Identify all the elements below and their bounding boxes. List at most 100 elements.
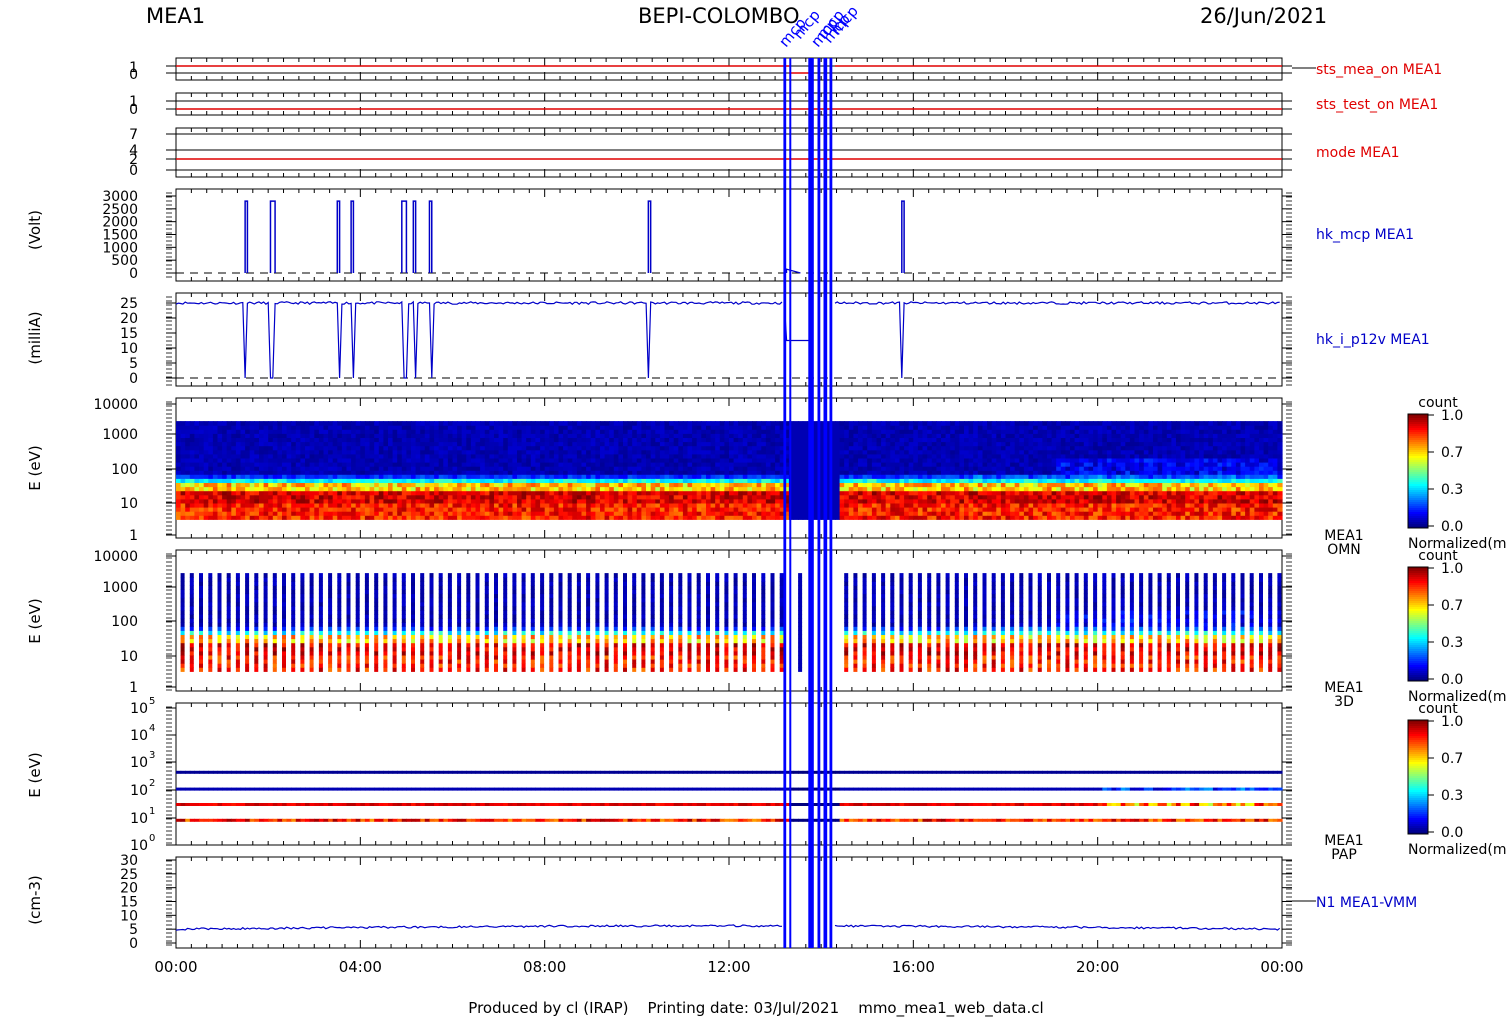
omn-cell bbox=[277, 486, 283, 492]
omn-cell bbox=[641, 503, 647, 508]
omn-cell bbox=[673, 498, 679, 504]
omn-cell bbox=[779, 474, 785, 479]
omn-cell bbox=[811, 458, 818, 463]
omn-cell bbox=[687, 462, 693, 467]
omn-cell bbox=[747, 453, 753, 459]
omn-cell bbox=[678, 437, 684, 443]
omn-cell bbox=[503, 421, 509, 426]
omn-cell bbox=[176, 421, 182, 426]
omn-cell bbox=[268, 458, 274, 463]
omn-cell bbox=[835, 445, 841, 451]
omn-cell bbox=[291, 458, 297, 463]
omn-cell bbox=[572, 433, 578, 438]
omn-cell bbox=[521, 490, 527, 496]
omn-cell bbox=[576, 462, 583, 467]
omn-cell bbox=[558, 503, 564, 508]
omn-cell bbox=[176, 474, 182, 479]
omn-cell bbox=[194, 470, 200, 475]
omn-cell bbox=[540, 462, 546, 467]
omn-cell bbox=[263, 507, 269, 512]
omn-cell bbox=[885, 441, 891, 447]
omn-cell bbox=[784, 429, 790, 434]
omn-cell bbox=[259, 507, 265, 512]
omn-cell bbox=[203, 494, 209, 500]
omn-cell bbox=[899, 441, 905, 447]
omn-cell bbox=[286, 511, 292, 516]
omn-cell bbox=[512, 421, 518, 426]
omn-cell bbox=[853, 437, 859, 443]
omn-cell bbox=[447, 498, 454, 504]
omn-cell bbox=[853, 466, 859, 471]
omn-cell bbox=[673, 507, 679, 512]
omn-cell bbox=[332, 507, 338, 512]
omn-cell bbox=[461, 425, 467, 430]
omn-cell bbox=[217, 449, 223, 455]
omn-cell bbox=[678, 515, 684, 520]
omn-cell bbox=[830, 462, 836, 467]
omn-cell bbox=[586, 458, 592, 463]
omn-cell bbox=[627, 437, 633, 443]
omn-cell bbox=[392, 462, 398, 467]
omn-cell bbox=[798, 437, 804, 443]
omn-cell bbox=[208, 429, 214, 434]
omn-cell bbox=[701, 507, 707, 512]
omn-cell bbox=[526, 433, 532, 438]
omn-cell bbox=[913, 453, 919, 459]
omn-cell bbox=[775, 494, 781, 500]
omn-cell bbox=[378, 494, 384, 500]
omn-cell bbox=[199, 445, 205, 451]
omn-cell bbox=[475, 425, 481, 430]
omn-cell bbox=[719, 458, 725, 463]
omn-cell bbox=[282, 433, 288, 438]
omn-cell bbox=[742, 425, 748, 430]
omn-cell bbox=[835, 482, 841, 488]
omn-cell bbox=[521, 482, 527, 488]
omn-cell bbox=[738, 498, 744, 504]
omn-cell bbox=[226, 482, 232, 488]
omn-cell bbox=[581, 421, 587, 426]
omn-cell bbox=[530, 507, 536, 512]
omn-cell bbox=[738, 462, 744, 467]
omn-cell bbox=[788, 515, 795, 520]
omn-cell bbox=[798, 470, 804, 475]
omn-cell bbox=[894, 421, 901, 426]
omn-cell bbox=[226, 474, 232, 479]
omn-cell bbox=[894, 433, 901, 438]
omn-cell bbox=[286, 494, 292, 500]
omn-cell bbox=[535, 486, 541, 492]
hk-mcp-ytick-label: 1500 bbox=[102, 228, 138, 244]
omn-cell bbox=[881, 515, 887, 520]
omn-cell bbox=[401, 466, 407, 471]
omn-cell bbox=[406, 466, 412, 471]
omn-cell bbox=[484, 515, 490, 520]
omn-cell bbox=[521, 503, 527, 508]
omn-cell bbox=[632, 490, 638, 496]
omn-cell bbox=[452, 490, 458, 496]
omn-cell bbox=[484, 466, 490, 471]
omn-cell bbox=[885, 462, 891, 467]
omn-cell bbox=[300, 453, 306, 459]
omn-cell bbox=[908, 421, 914, 426]
omn-cell bbox=[438, 486, 444, 492]
omn-cell bbox=[627, 515, 633, 520]
omn-cell bbox=[673, 429, 679, 434]
omn-cell bbox=[282, 449, 288, 455]
omn-cell bbox=[761, 511, 767, 516]
omn-cell bbox=[678, 466, 684, 471]
omn-cell bbox=[724, 486, 730, 492]
omn-cell bbox=[890, 494, 896, 500]
omn-cell bbox=[788, 511, 795, 516]
omn-cell bbox=[420, 445, 426, 451]
omn-cell bbox=[475, 421, 481, 426]
omn-cell bbox=[314, 441, 320, 447]
omn-cell bbox=[194, 425, 200, 430]
omn-cell bbox=[913, 490, 919, 496]
omn-cell bbox=[272, 507, 278, 512]
omn-cell bbox=[784, 478, 790, 483]
omn-cell bbox=[401, 453, 407, 459]
omn-cell bbox=[535, 449, 541, 455]
omn-cell bbox=[756, 445, 762, 451]
omn-cell bbox=[374, 466, 380, 471]
omn-cell bbox=[904, 458, 910, 463]
omn-cell bbox=[429, 474, 435, 479]
